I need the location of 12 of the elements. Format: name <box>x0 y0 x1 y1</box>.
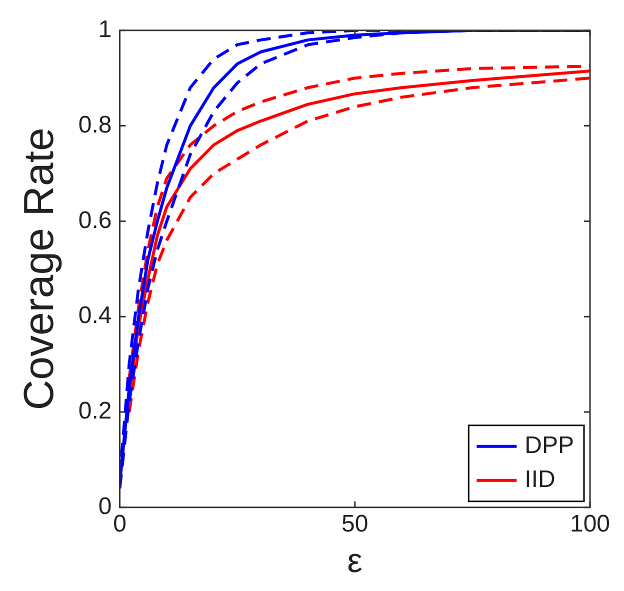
legend-label: DPP <box>524 432 574 460</box>
y-tick-label: 0.2 <box>78 398 112 425</box>
y-tick-label: 0.6 <box>78 206 112 234</box>
y-tick-label: 0.8 <box>78 111 112 138</box>
y-tick-label: 0.4 <box>78 302 112 330</box>
y-axis-title: Coverage Rate <box>14 128 62 410</box>
y-tick-label: 1 <box>98 16 112 44</box>
y-tick-label: 0 <box>98 493 112 520</box>
legend-label: IID <box>524 466 556 494</box>
x-tick-label: 50 <box>342 510 368 538</box>
x-tick-label: 100 <box>570 510 610 538</box>
x-axis-title: ε <box>347 542 362 580</box>
